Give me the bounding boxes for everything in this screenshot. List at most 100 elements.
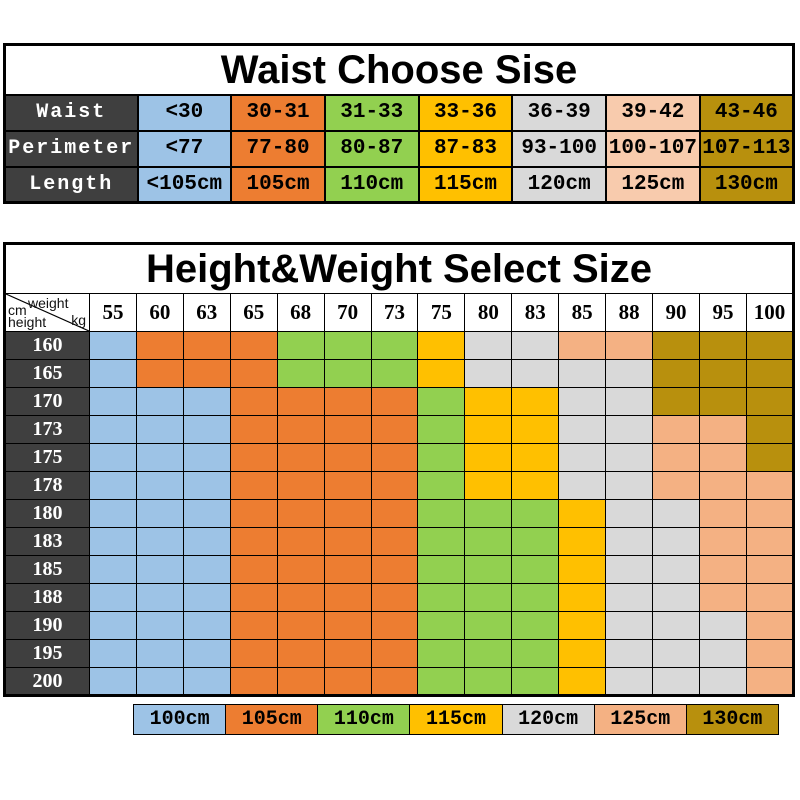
height-header-cell: 180 [4,499,90,528]
size-grid-cell [276,471,325,500]
size-grid-cell [229,387,278,416]
waist-value-cell: 87-83 [417,129,514,168]
size-grid-cell [229,359,278,388]
size-grid-cell [276,611,325,640]
size-grid-cell [182,527,231,556]
size-grid-cell [558,555,607,584]
size-grid-cell [323,387,372,416]
size-grid-cell [182,415,231,444]
weight-header-cell: 88 [605,293,654,332]
waist-value-cell: <30 [136,93,233,132]
weight-header-cell: 60 [135,293,184,332]
size-grid-cell [558,331,607,360]
size-grid-cell [370,555,419,584]
size-grid-cell [89,331,137,360]
size-grid-cell [89,443,137,472]
weight-header-cell: 70 [323,293,372,332]
size-grid-cell [745,499,795,528]
size-grid-cell [464,359,513,388]
size-grid-cell [464,611,513,640]
waist-value-cell: 125cm [605,165,701,204]
size-grid-cell [698,415,747,444]
size-grid-cell [558,611,607,640]
waist-value-cell: <77 [136,129,233,168]
size-grid-cell [698,667,747,696]
waist-value-cell: 115cm [417,165,514,204]
size-grid-cell [511,583,560,612]
size-grid-cell [229,667,278,696]
size-grid-cell [182,359,231,388]
size-grid-cell [511,499,560,528]
size-grid-cell [135,555,184,584]
size-grid-cell [605,555,654,584]
size-grid-cell [135,471,184,500]
size-grid-cell [229,611,278,640]
height-header-cell: 165 [4,359,90,388]
waist-value-cell: 33-36 [417,93,514,132]
grid-row: 188 [4,583,795,612]
hw-table-title-row: Height&Weight Select Size [4,243,794,294]
size-grid-cell [276,499,325,528]
grid-row: 165 [4,359,795,388]
size-grid-cell [464,415,513,444]
size-grid-cell [323,639,372,668]
size-grid-cell [698,639,747,668]
weight-header-cell: 90 [652,293,700,332]
size-grid-cell [745,471,795,500]
size-grid-cell [323,667,372,696]
weight-header-cell: 73 [370,293,419,332]
size-grid-cell [323,471,372,500]
grid-row: 173 [4,415,795,444]
size-grid-cell [605,331,654,360]
size-grid-cell [417,667,466,696]
size-grid-cell [135,611,184,640]
size-grid-cell [605,443,654,472]
waist-value-cell: 105cm [230,165,326,204]
size-grid-cell [182,387,231,416]
height-header-cell: 188 [4,583,90,612]
size-grid-cell [135,527,184,556]
height-header-cell: 170 [4,387,90,416]
size-grid-cell [417,331,466,360]
size-grid-cell [417,555,466,584]
size-grid-cell [370,583,419,612]
size-grid-cell [698,499,747,528]
size-grid-cell [276,387,325,416]
size-grid-cell [370,471,419,500]
size-grid-cell [276,331,325,360]
size-grid-cell [323,359,372,388]
size-grid-cell [370,359,419,388]
size-grid-cell [698,359,747,388]
waist-row-header: Length [3,165,139,204]
size-grid-cell [323,499,372,528]
size-grid-cell [370,415,419,444]
grid-row: 170 [4,387,795,416]
size-grid-cell [558,527,607,556]
legend-item: 125cm [593,705,686,734]
size-grid-cell [558,583,607,612]
grid-row: 190 [4,611,795,640]
weight-header-cell: 55 [89,293,137,332]
waist-table-row: Length <105cm 105cm 110cm 115cm 120cm 125cm 130… [3,165,795,204]
size-grid-cell [89,667,137,696]
size-grid-cell [276,443,325,472]
waist-value-cell: <105cm [136,165,233,204]
size-grid-cell [182,555,231,584]
size-grid-cell [698,443,747,472]
size-grid-cell [652,471,700,500]
weight-header-cell: 95 [698,293,747,332]
size-grid-cell [652,359,700,388]
size-grid-cell [89,471,137,500]
grid-row: 180 [4,499,795,528]
size-grid-cell [417,499,466,528]
size-grid-cell [652,499,700,528]
size-grid-cell [182,611,231,640]
grid-row: 175 [4,443,795,472]
size-grid-cell [323,331,372,360]
size-grid-cell [511,387,560,416]
height-header-cell: 175 [4,443,90,472]
size-grid-cell [464,639,513,668]
size-grid-cell [511,527,560,556]
size-grid-cell [370,443,419,472]
size-grid-cell [135,583,184,612]
